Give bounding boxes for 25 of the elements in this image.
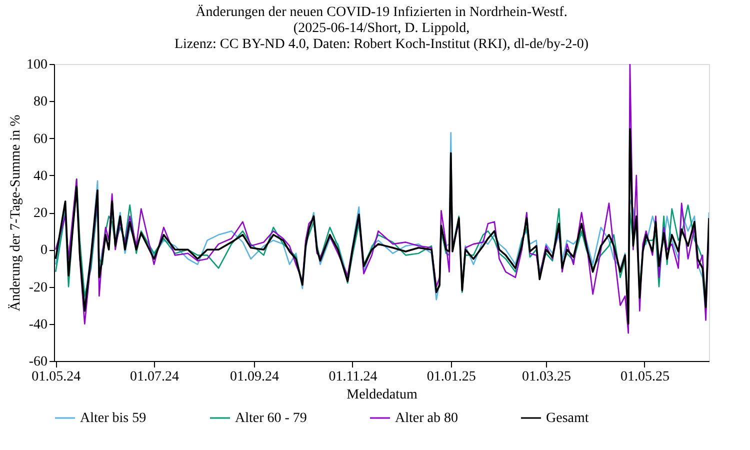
text: (2025-06-14/Short, D. Lippold,	[293, 21, 470, 36]
legend-label: Alter bis 59	[80, 411, 146, 426]
x-tick-label: 01.07.24	[130, 370, 180, 384]
y-axis-title: Änderung der 7-Tage-Summe in %	[8, 114, 24, 312]
y-tick-label: 0	[40, 243, 48, 258]
x-tick-label: 01.03.25	[522, 370, 572, 384]
x-tick-label: 01.11.24	[328, 370, 378, 384]
text: Änderungen der neuen COVID-19 Infizierten in Nordrhein-Westf.	[196, 5, 568, 20]
y-tick-label: 60	[34, 132, 48, 147]
y-tick-label: -20	[28, 280, 48, 296]
legend-label: Gesamt	[546, 411, 589, 426]
y-tick-label: 40	[34, 168, 48, 184]
x-tick-label: 01.01.25	[426, 370, 476, 384]
y-tick-label: 80	[34, 94, 48, 110]
x-tick-label: 01.05.24	[32, 370, 81, 384]
x-tick-label: 01.09.24	[230, 370, 280, 384]
y-tick-label: -60	[28, 354, 48, 370]
y-tick-label: -40	[28, 317, 48, 332]
legend-label: Alter ab 80	[395, 411, 458, 426]
y-tick-label: 20	[34, 206, 48, 221]
text: Lizenz: CC BY-ND 4.0, Daten: Robert Koch-Institut (RKI), dl-de/by-2-0)	[174, 37, 589, 52]
y-tick-label: 100	[26, 58, 48, 72]
legend-label: Alter 60 - 79	[235, 411, 307, 426]
x-tick-label: 01.05.25	[620, 370, 670, 384]
x-axis-title: Meldedatum	[346, 388, 418, 402]
